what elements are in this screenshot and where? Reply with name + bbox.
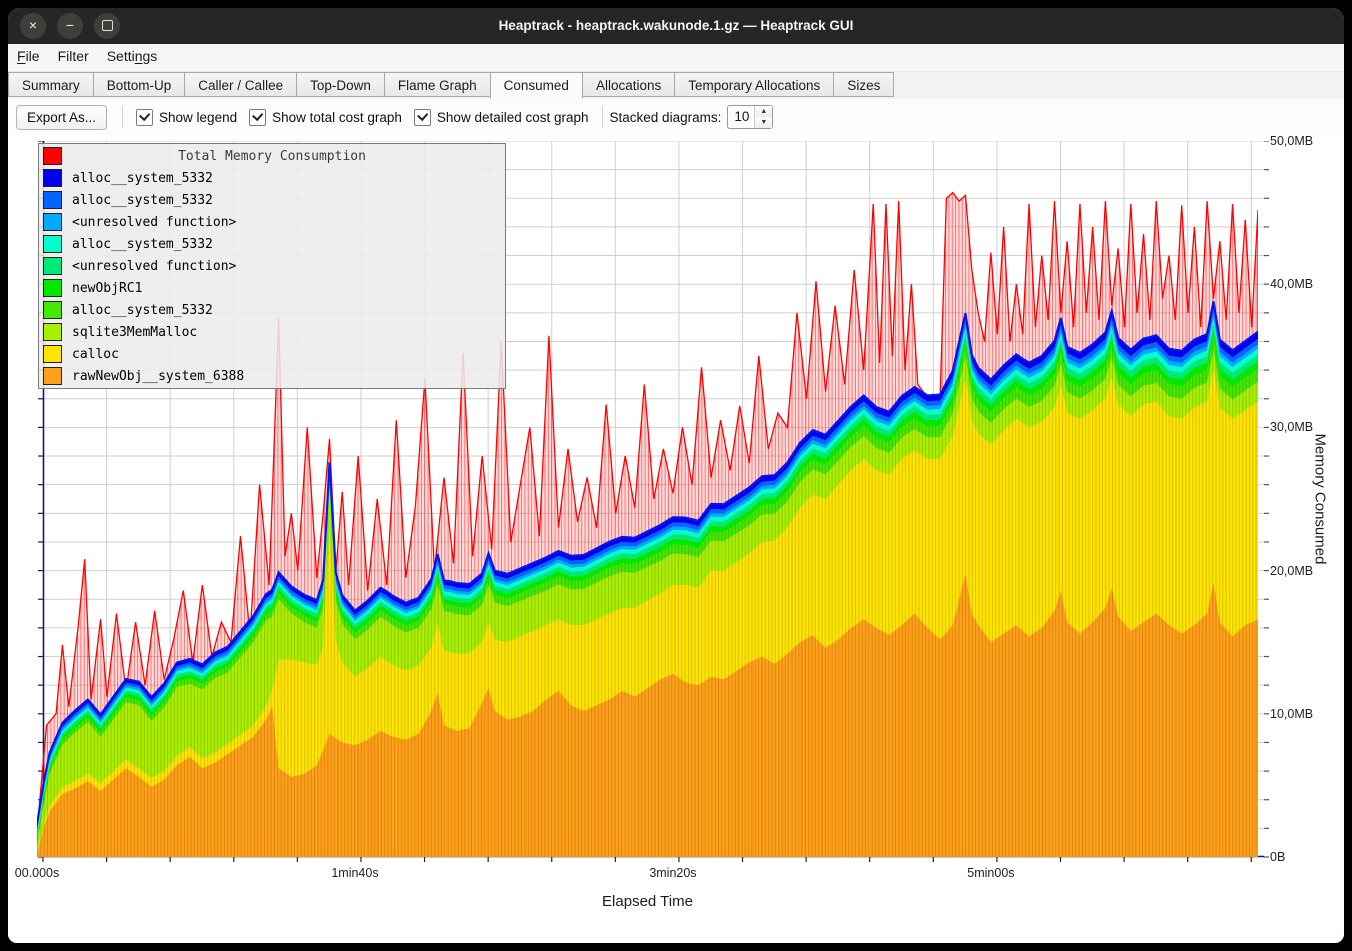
menu-bar: File Filter Settings xyxy=(8,44,1344,72)
menu-item-filter[interactable]: Filter xyxy=(57,48,89,64)
legend-item: calloc xyxy=(39,343,505,365)
checkbox-show-legend[interactable]: Show legend xyxy=(136,108,238,126)
series-area-calloc xyxy=(37,368,1258,855)
spinner-buttons: ▲ ▼ xyxy=(754,106,773,128)
legend-label: newObjRC1 xyxy=(72,280,143,296)
legend-swatch xyxy=(43,301,62,319)
y-tick-label: 20,0MB xyxy=(1270,563,1314,578)
legend-swatch xyxy=(43,345,62,363)
chart-legend: Total Memory Consumption alloc__system_53… xyxy=(38,143,506,389)
minimize-icon[interactable]: − xyxy=(57,13,83,39)
tab-caller-callee[interactable]: Caller / Callee xyxy=(184,72,297,97)
stacked-diagrams-label: Stacked diagrams: xyxy=(609,109,722,125)
legend-label: sqlite3MemMalloc xyxy=(72,324,198,340)
legend-item: sqlite3MemMalloc xyxy=(39,321,505,343)
legend-label: alloc__system_5332 xyxy=(72,170,213,186)
stack-top-line xyxy=(37,301,1258,824)
legend-item: <unresolved function> xyxy=(39,255,505,277)
legend-item: <unresolved function> xyxy=(39,211,505,233)
legend-label: Total Memory Consumption xyxy=(178,148,366,164)
export-as-button[interactable]: Export As... xyxy=(16,104,108,130)
tab-bar: Summary Bottom-Up Caller / Callee Top-Down F… xyxy=(8,72,1344,100)
tab-allocations[interactable]: Allocations xyxy=(582,72,675,97)
legend-swatch xyxy=(43,257,62,275)
x-tick-label: 5min00s xyxy=(967,866,1015,880)
memory-consumption-chart: 00.000s 1min40s 3min20s 5min00s 0B 10,0MB 20,… xyxy=(8,134,1344,943)
x-tick-label: 1min40s xyxy=(331,866,379,880)
maximize-icon[interactable] xyxy=(94,13,120,39)
y-axis-label: Memory Consumed xyxy=(1311,433,1329,565)
legend-swatch xyxy=(43,147,62,165)
plot-area[interactable] xyxy=(37,141,1258,857)
close-icon[interactable]: × xyxy=(20,13,46,39)
checkbox-label: Show total cost graph xyxy=(272,109,402,125)
tab-top-down[interactable]: Top-Down xyxy=(296,72,384,97)
tab-flame-graph[interactable]: Flame Graph xyxy=(383,72,490,97)
series-area-sqlite3MemMalloc xyxy=(37,350,1258,853)
tab-consumed[interactable]: Consumed xyxy=(489,72,583,99)
legend-item: alloc__system_5332 xyxy=(39,299,505,321)
legend-item: rawNewObj__system_6388 xyxy=(39,365,505,387)
legend-label: <unresolved function> xyxy=(72,258,237,274)
checkbox-group: Show legend Show total cost graph Show det… xyxy=(130,108,595,126)
maximize-glyph xyxy=(101,20,113,31)
legend-label: <unresolved function> xyxy=(72,214,237,230)
x-tick-label: 00.000s xyxy=(14,866,60,880)
y-tick-label: 0B xyxy=(1270,850,1286,864)
checkbox-box[interactable] xyxy=(249,108,267,126)
x-tick-label: 3min20s xyxy=(649,866,697,880)
y-tick-label: 30,0MB xyxy=(1270,420,1314,435)
checkbox-label: Show legend xyxy=(159,109,238,125)
y-tick-label: 10,0MB xyxy=(1270,706,1314,721)
spinner-down-icon[interactable]: ▼ xyxy=(755,117,773,128)
x-axis-label: Elapsed Time xyxy=(602,893,693,910)
series-area-rawNewObj-system-6388 xyxy=(37,573,1258,857)
window-title: Heaptrack - heaptrack.wakunode.1.gz — He… xyxy=(498,18,854,33)
spinner-up-icon[interactable]: ▲ xyxy=(755,106,773,117)
tab-bottom-up[interactable]: Bottom-Up xyxy=(92,72,185,97)
series-area-alloc-system-5332 xyxy=(37,337,1258,846)
stacked-diagrams-control: Stacked diagrams: 10 ▲ ▼ xyxy=(610,105,774,129)
y-tick-label: 40,0MB xyxy=(1270,277,1314,292)
checkbox-show-total-cost-graph[interactable]: Show total cost graph xyxy=(249,108,402,126)
title-bar: × − Heaptrack - heaptrack.wakunode.1.gz … xyxy=(8,8,1344,44)
menu-item-settings[interactable]: Settings xyxy=(106,48,158,64)
stacked-diagrams-spinner[interactable]: 10 ▲ ▼ xyxy=(727,105,774,129)
legend-label: alloc__system_5332 xyxy=(72,236,213,252)
legend-title-row: Total Memory Consumption xyxy=(39,145,505,167)
checkbox-box[interactable] xyxy=(136,108,154,126)
legend-label: alloc__system_5332 xyxy=(72,302,213,318)
legend-swatch xyxy=(43,235,62,253)
menu-item-file[interactable]: File xyxy=(17,48,40,64)
checkbox-label: Show detailed cost graph xyxy=(436,109,589,125)
checkbox-show-detailed-cost-graph[interactable]: Show detailed cost graph xyxy=(413,108,589,126)
tab-summary[interactable]: Summary xyxy=(8,72,93,97)
spinner-value[interactable]: 10 xyxy=(734,109,750,124)
legend-label: rawNewObj__system_6388 xyxy=(72,368,245,384)
tab-temporary-allocations[interactable]: Temporary Allocations xyxy=(674,72,834,97)
legend-item: newObjRC1 xyxy=(39,277,505,299)
toolbar-separator xyxy=(601,106,603,128)
y-tick-label: 50,0MB xyxy=(1270,134,1314,148)
tab-sizes[interactable]: Sizes xyxy=(833,72,895,97)
app-window: × − Heaptrack - heaptrack.wakunode.1.gz … xyxy=(8,8,1344,943)
legend-item: alloc__system_5332 xyxy=(39,189,505,211)
legend-swatch xyxy=(43,323,62,341)
toolbar: Export As... Show legend Show total cost … xyxy=(8,99,1344,135)
legend-label: alloc__system_5332 xyxy=(72,192,213,208)
legend-label: calloc xyxy=(72,346,119,362)
legend-swatch xyxy=(43,367,62,385)
toolbar-separator xyxy=(122,106,124,128)
legend-swatch xyxy=(43,213,62,231)
legend-item: alloc__system_5332 xyxy=(39,167,505,189)
checkbox-box[interactable] xyxy=(413,108,431,126)
legend-swatch xyxy=(43,169,62,187)
legend-swatch xyxy=(43,279,62,297)
legend-swatch xyxy=(43,191,62,209)
legend-item: alloc__system_5332 xyxy=(39,233,505,255)
